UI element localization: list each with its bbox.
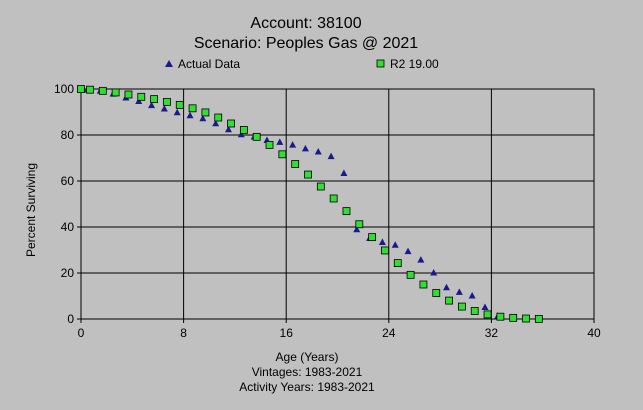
data-point-r2 — [496, 312, 505, 321]
data-point-r2 — [227, 119, 235, 128]
data-point-actual — [186, 111, 194, 119]
data-point-r2 — [406, 270, 415, 279]
data-point-r2 — [355, 220, 364, 229]
data-point-r2 — [368, 233, 377, 242]
x-tick-label: 32 — [485, 326, 499, 340]
data-point-r2 — [175, 100, 184, 109]
data-point-r2 — [252, 132, 261, 141]
y-tick-label: 100 — [54, 82, 74, 96]
y-tick-label: 20 — [61, 266, 75, 280]
plot-frame — [80, 88, 595, 320]
data-point-actual — [353, 225, 361, 233]
chart-title: Account: 38100 — [250, 15, 361, 32]
plot-area — [80, 88, 595, 320]
data-point-actual — [148, 101, 156, 109]
legend: Actual Data R2 19.00 — [165, 57, 439, 71]
data-point-actual — [340, 169, 348, 176]
x-axis-label: Age (Years) — [276, 350, 339, 364]
series-r2 — [77, 85, 543, 323]
x-tick-label: 0 — [78, 326, 85, 340]
data-point-r2 — [419, 280, 428, 289]
data-point-r2 — [445, 296, 453, 305]
data-point-r2 — [111, 88, 120, 97]
legend-label-actual-data: Actual Data — [178, 57, 240, 71]
data-point-r2 — [316, 182, 325, 191]
x-tick-label: 40 — [587, 326, 601, 340]
data-point-actual — [443, 283, 451, 291]
data-point-r2 — [265, 140, 274, 149]
data-point-actual — [314, 148, 322, 155]
data-point-r2 — [239, 126, 248, 134]
data-point-r2 — [509, 313, 518, 322]
data-point-actual — [327, 152, 335, 160]
data-point-r2 — [77, 85, 85, 93]
data-point-r2 — [483, 310, 492, 319]
data-point-r2 — [278, 150, 287, 159]
data-point-r2 — [201, 108, 210, 117]
y-tick-label: 40 — [61, 220, 75, 234]
data-point-actual — [173, 108, 181, 116]
data-point-actual — [212, 119, 220, 127]
data-point-r2 — [150, 95, 159, 104]
data-point-actual — [468, 292, 476, 299]
data-point-actual — [199, 114, 207, 122]
data-point-actual — [289, 141, 297, 148]
data-point-actual — [417, 256, 425, 263]
data-point-r2 — [329, 194, 338, 203]
data-point-r2 — [458, 302, 466, 311]
data-point-r2 — [470, 307, 479, 315]
data-point-actual — [378, 238, 386, 245]
x-tick-label: 16 — [280, 326, 294, 340]
y-tick-label: 80 — [61, 128, 75, 142]
legend-marker-r2 — [376, 59, 385, 68]
data-point-r2 — [214, 113, 223, 122]
data-point-actual — [237, 130, 245, 138]
data-point-r2 — [522, 314, 530, 323]
data-point-r2 — [393, 259, 402, 268]
data-point-r2 — [432, 289, 441, 297]
data-point-actual — [301, 144, 309, 152]
footer-vintages: Vintages: 1983-2021 — [252, 365, 363, 379]
data-point-r2 — [98, 86, 107, 95]
footer-activity-years: Activity Years: 1983-2021 — [239, 380, 375, 394]
x-axis-ticks: 0 8 16 24 32 40 — [78, 319, 601, 340]
data-point-actual — [430, 269, 438, 276]
data-point-r2 — [381, 246, 389, 255]
data-point-actual — [160, 105, 168, 112]
y-axis-ticks: 0 20 40 60 80 100 — [54, 82, 81, 326]
data-point-r2 — [188, 104, 197, 113]
data-point-r2 — [304, 170, 312, 179]
data-point-r2 — [124, 90, 133, 99]
y-tick-label: 0 — [67, 312, 74, 326]
data-point-actual — [391, 241, 399, 248]
data-point-actual — [404, 247, 412, 255]
y-tick-label: 60 — [61, 174, 75, 188]
data-point-actual — [455, 288, 463, 295]
data-point-r2 — [291, 160, 300, 168]
chart-subtitle: Scenario: Peoples Gas @ 2021 — [194, 35, 418, 52]
data-point-r2 — [534, 314, 543, 323]
data-point-r2 — [86, 85, 94, 94]
data-point-r2 — [342, 207, 351, 216]
data-point-actual — [276, 138, 284, 145]
data-point-actual — [481, 303, 489, 311]
legend-marker-actual-data — [165, 60, 173, 67]
x-tick-label: 8 — [180, 326, 187, 340]
data-point-actual — [224, 125, 232, 133]
legend-label-r2: R2 19.00 — [390, 57, 439, 71]
x-tick-label: 24 — [382, 326, 396, 340]
data-point-r2 — [163, 97, 171, 106]
y-axis-label: Percent Surviving — [24, 163, 38, 257]
data-point-r2 — [137, 92, 146, 101]
